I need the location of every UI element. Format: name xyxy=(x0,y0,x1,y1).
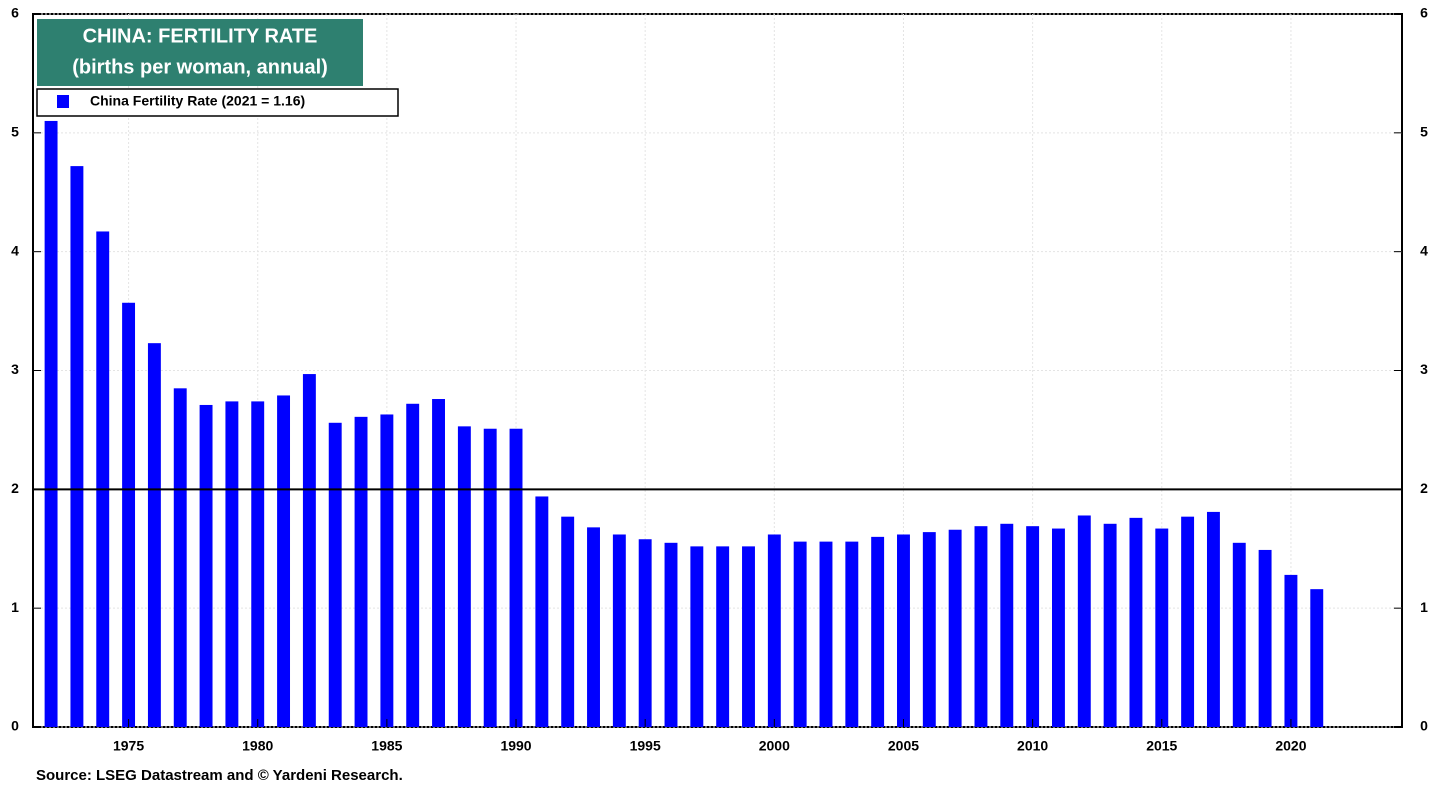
bar xyxy=(664,542,678,727)
x-tick-label: 2020 xyxy=(1275,738,1306,754)
y-tick-label: 6 xyxy=(11,5,19,21)
bar xyxy=(1310,589,1324,727)
bar xyxy=(354,416,368,727)
bar xyxy=(483,428,497,727)
bar xyxy=(561,516,575,727)
bar xyxy=(690,546,704,727)
axes: 0 0 1 1 2 2 3 3 4 4 5 5 6 6 1975 1980 1985 1990 1995 2000 20… xyxy=(11,5,1428,754)
y2-tick-label: 0 xyxy=(1420,718,1428,734)
y2-tick-label: 2 xyxy=(1420,480,1428,496)
bar xyxy=(432,399,445,727)
bar xyxy=(173,388,187,727)
bar xyxy=(225,401,239,727)
bar xyxy=(819,541,833,727)
bar xyxy=(251,401,265,727)
bar xyxy=(897,534,910,727)
x-tick-label: 2000 xyxy=(759,738,790,754)
chart-subtitle: (births per woman, annual) xyxy=(72,56,328,78)
bar xyxy=(44,120,58,727)
x-tick-label: 2015 xyxy=(1146,738,1177,754)
bar xyxy=(1232,542,1246,727)
bar xyxy=(1206,511,1220,727)
y-tick-label: 1 xyxy=(11,599,19,615)
title-box xyxy=(37,19,363,86)
bar xyxy=(328,422,342,727)
bar xyxy=(1284,574,1298,727)
bar xyxy=(406,403,420,727)
y2-tick-label: 1 xyxy=(1420,599,1428,615)
x-tick-label: 1975 xyxy=(113,738,144,754)
bar xyxy=(948,529,962,727)
source: Source: LSEG Datastream and © Yardeni Re… xyxy=(36,767,403,784)
bar xyxy=(96,231,110,727)
bar xyxy=(716,546,730,727)
x-tick-label: 1980 xyxy=(242,738,273,754)
y2-tick-label: 6 xyxy=(1420,5,1428,21)
bar xyxy=(612,534,626,727)
legend xyxy=(36,88,399,117)
bar xyxy=(1129,517,1143,727)
bar xyxy=(457,426,471,727)
y2-tick-label: 4 xyxy=(1420,242,1428,258)
bar xyxy=(1181,516,1195,727)
bar xyxy=(793,541,807,727)
bar xyxy=(70,166,84,727)
y-tick-label: 0 xyxy=(11,718,19,734)
bars xyxy=(44,120,1324,727)
bar xyxy=(1103,523,1117,727)
bar xyxy=(277,395,291,727)
bar xyxy=(535,496,549,727)
bar xyxy=(1052,528,1065,727)
x-tick-label: 2010 xyxy=(1017,738,1048,754)
bar xyxy=(1258,549,1272,727)
bar xyxy=(1077,515,1091,727)
bar xyxy=(974,526,988,727)
x-tick-label: 2005 xyxy=(888,738,919,754)
bar xyxy=(509,428,523,727)
bar xyxy=(922,532,936,727)
bar xyxy=(199,404,213,727)
y2-tick-label: 3 xyxy=(1420,361,1428,377)
bar xyxy=(380,414,394,727)
bar xyxy=(122,302,136,727)
legend-label: China Fertility Rate (2021 = 1.16) xyxy=(90,93,305,109)
x-tick-label: 1990 xyxy=(500,738,531,754)
bar xyxy=(302,374,316,727)
legend-swatch xyxy=(57,95,69,108)
bar xyxy=(871,536,885,727)
y-tick-label: 3 xyxy=(11,361,19,377)
chart-title: CHINA: FERTILITY RATE xyxy=(83,25,318,47)
bar xyxy=(845,541,859,727)
bar xyxy=(587,527,600,727)
y-tick-label: 5 xyxy=(11,124,19,140)
bar xyxy=(1000,523,1014,727)
bar xyxy=(1155,528,1169,727)
bar xyxy=(767,534,781,727)
y-tick-label: 2 xyxy=(11,480,19,496)
x-tick-label: 1985 xyxy=(371,738,402,754)
bar xyxy=(147,343,161,727)
y-tick-label: 4 xyxy=(11,242,19,258)
bar xyxy=(1026,526,1040,727)
bar xyxy=(638,539,652,727)
x-tick-label: 1995 xyxy=(630,738,661,754)
y2-tick-label: 5 xyxy=(1420,124,1428,140)
bar xyxy=(742,546,755,727)
